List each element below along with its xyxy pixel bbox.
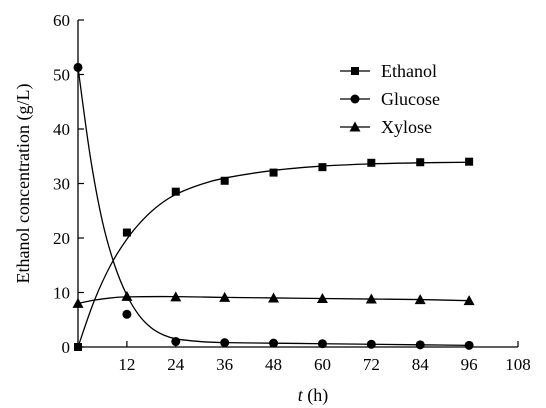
data-markers	[72, 62, 475, 351]
legend-xylose-marker	[349, 121, 361, 132]
ethanol-point	[220, 176, 229, 185]
x-axis-title: t (h)	[298, 385, 329, 406]
glucose-point	[415, 340, 425, 350]
glucose-point	[269, 338, 279, 348]
legend-label-xylose: Xylose	[381, 117, 432, 137]
x-tick-label: 72	[363, 355, 380, 374]
x-tick-label: 24	[167, 355, 185, 374]
xylose-point	[365, 293, 377, 304]
xylose-point	[463, 295, 475, 306]
x-tick-label: 108	[505, 355, 531, 374]
xylose-point	[170, 291, 182, 302]
xylose-point	[72, 297, 84, 308]
glucose-point	[317, 339, 327, 349]
xylose-point	[268, 292, 280, 303]
ethanol-point	[367, 158, 376, 167]
x-tick-label: 96	[461, 355, 478, 374]
xylose-point	[316, 292, 328, 303]
y-tick-label: 30	[53, 175, 70, 194]
glucose-point	[73, 62, 83, 72]
ethanol-point	[269, 168, 278, 177]
y-axis-title: Ethanol concentration (g/L)	[13, 84, 34, 284]
legend: Ethanol Glucose Xylose	[340, 61, 440, 137]
ethanol-point	[171, 187, 180, 196]
x-tick-label: 48	[265, 355, 282, 374]
x-axis-unit: (h)	[303, 385, 329, 406]
ethanol-point	[74, 343, 82, 351]
glucose-point	[464, 340, 474, 350]
y-tick-label: 0	[62, 338, 71, 357]
fit-curves	[77, 67, 470, 348]
glucose-point	[220, 338, 230, 348]
ethanol-point	[465, 157, 474, 166]
x-tick-label: 84	[412, 355, 430, 374]
ethanol-point	[122, 228, 131, 237]
ethanol-fit-line	[77, 161, 470, 348]
y-tick-label: 60	[53, 11, 70, 30]
xylose-point	[121, 290, 133, 301]
legend-ethanol-marker	[351, 67, 359, 75]
tick-group: 12 24 36 48 60 72 84 96 108 0 10 20 30 40 50 60	[53, 11, 531, 374]
xylose-point	[219, 291, 231, 302]
y-tick-label: 50	[53, 66, 70, 85]
y-tick-label: 20	[53, 229, 70, 248]
legend-label-ethanol: Ethanol	[381, 61, 437, 81]
x-tick-label: 12	[118, 355, 135, 374]
y-tick-label: 10	[53, 284, 70, 303]
legend-glucose-marker	[350, 94, 360, 104]
x-tick-label: 60	[314, 355, 331, 374]
x-tick-label: 36	[216, 355, 233, 374]
legend-label-glucose: Glucose	[381, 89, 440, 109]
glucose-point	[171, 337, 181, 347]
ethanol-point	[416, 158, 425, 167]
glucose-point	[122, 309, 132, 319]
ethanol-point	[318, 163, 327, 172]
glucose-point	[366, 339, 376, 349]
x-axis-variable: t	[298, 385, 304, 405]
xylose-point	[414, 294, 426, 305]
glucose-fit-line	[77, 67, 470, 347]
y-tick-label: 40	[53, 120, 70, 139]
